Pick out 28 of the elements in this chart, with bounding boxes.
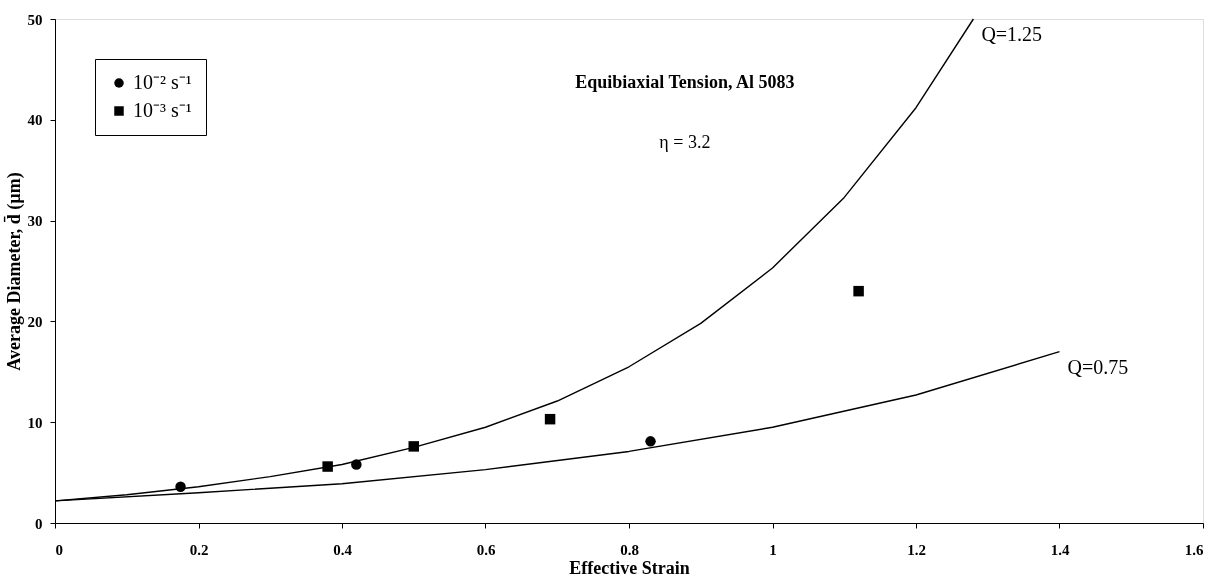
x-tick-label: 1	[769, 541, 777, 558]
y-axis-title: Average Diameter, d̄ (µm)	[3, 172, 25, 371]
point	[351, 459, 362, 470]
y-tick-label: 20	[27, 313, 43, 330]
x-tick-label: 1.2	[907, 541, 926, 558]
x-tick-label: 0.4	[333, 541, 353, 558]
annotation: η = 3.2	[659, 131, 711, 152]
x-axis-title: Effective Strain	[569, 557, 690, 578]
point	[853, 285, 864, 297]
x-tick-label: 1.4	[1050, 541, 1070, 558]
series-label: Q=0.75	[1067, 355, 1129, 378]
x-tick-label: 0	[55, 541, 63, 558]
annotation: Equibiaxial Tension, Al 5083	[575, 72, 795, 93]
x-tick-label: 0.2	[189, 541, 209, 558]
y-tick-label: 0	[35, 515, 43, 532]
x-tick-label: 0.8	[620, 541, 639, 558]
y-tick-label: 40	[27, 112, 43, 129]
legend-label: 10⁻² s⁻¹	[133, 71, 192, 93]
point	[645, 436, 656, 447]
x-tick-label: 0.6	[476, 541, 496, 558]
x-tick-label: 1.6	[1184, 541, 1204, 558]
y-tick-label: 10	[27, 414, 43, 431]
y-tick-label: 50	[27, 11, 43, 28]
series-label: Q=1.25	[981, 23, 1043, 45]
point	[544, 413, 556, 425]
y-tick-label: 30	[27, 213, 43, 230]
point	[322, 461, 333, 472]
legend-label: 10⁻³ s⁻¹	[133, 99, 192, 121]
